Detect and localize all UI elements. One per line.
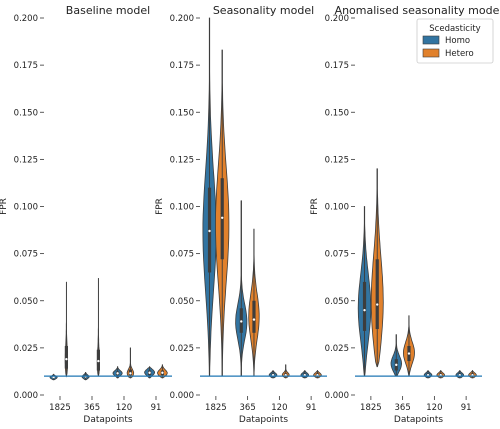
x-tick-label: 91 — [306, 403, 317, 413]
y-tick-label: 0.000 — [325, 391, 349, 401]
y-tick-label: 0.150 — [14, 108, 38, 118]
legend: Scedasticity Homo Hetero — [416, 18, 494, 64]
x-axis-label: Datapoints — [239, 415, 288, 425]
x-tick-label: 1825 — [49, 403, 71, 413]
y-tick-label: 0.175 — [325, 61, 349, 71]
panel-title: Anomalised seasonality model — [335, 4, 500, 17]
y-axis-label: FPR — [155, 198, 165, 215]
panel-1: Seasonality model 0.000 0.025 0.050 0.075 0.1… — [155, 4, 327, 425]
legend-swatch-homo — [422, 35, 440, 45]
y-tick-label: 0.100 — [14, 203, 38, 213]
legend-swatch-hetero — [422, 48, 440, 58]
y-tick-label: 0.125 — [170, 155, 194, 165]
violin-median-dot — [395, 363, 398, 367]
x-tick-label: 365 — [84, 403, 100, 413]
y-tick-label: 0.125 — [325, 155, 349, 165]
y-tick-label: 0.075 — [14, 250, 38, 260]
violin-median-dot — [97, 359, 100, 363]
violin-median-dot — [407, 352, 411, 355]
x-axis-label: Datapoints — [394, 415, 443, 425]
y-tick-label: 0.175 — [170, 61, 194, 71]
y-tick-label: 0.000 — [170, 391, 194, 401]
panel-title: Seasonality model — [213, 4, 314, 17]
y-tick-label: 0.050 — [170, 297, 194, 307]
violin-iqr-box — [362, 281, 367, 331]
y-tick-label: 0.100 — [170, 203, 194, 213]
x-tick-label: 120 — [271, 403, 287, 413]
violin-iqr-box — [375, 259, 379, 330]
violin-median-dot — [65, 357, 68, 361]
y-tick-label: 0.000 — [14, 391, 38, 401]
y-tick-label: 0.125 — [14, 155, 38, 165]
panel-2: Anomalised seasonality model 0.000 0.025 0.… — [310, 4, 500, 425]
y-tick-label: 0.200 — [170, 14, 194, 24]
legend-label-homo: Homo — [445, 36, 470, 46]
x-tick-label: 1825 — [205, 403, 227, 413]
violin-median-dot — [116, 372, 119, 375]
y-tick-label: 0.050 — [325, 297, 349, 307]
violin-median-dot — [208, 229, 211, 233]
x-tick-label: 365 — [240, 403, 256, 413]
violin-median-dot — [376, 303, 379, 306]
y-tick-label: 0.025 — [325, 344, 349, 354]
violin-median-dot — [363, 308, 366, 312]
y-axis-label: FPR — [310, 198, 320, 215]
violin-median-dot — [148, 371, 151, 374]
x-tick-label: 120 — [426, 403, 442, 413]
y-tick-label: 0.050 — [14, 297, 38, 307]
violin-median-dot — [161, 371, 164, 374]
panel-0: Baseline model 0.000 0.025 0.050 0.075 0.100 0… — [0, 4, 172, 425]
x-tick-label: 91 — [151, 403, 162, 413]
panel-title: Baseline model — [66, 4, 150, 17]
violin-median-dot — [252, 318, 256, 321]
y-tick-label: 0.075 — [325, 250, 349, 260]
y-tick-label: 0.175 — [14, 61, 38, 71]
x-axis-label: Datapoints — [83, 415, 132, 425]
y-tick-label: 0.100 — [325, 203, 349, 213]
violin-median-dot — [240, 320, 243, 323]
y-tick-label: 0.200 — [14, 14, 38, 24]
violin-median-dot — [221, 216, 224, 220]
x-tick-label: 1825 — [360, 403, 382, 413]
legend-label-hetero: Hetero — [445, 49, 474, 59]
violin-median-dot — [129, 372, 132, 375]
legend-title: Scedasticity — [429, 24, 480, 34]
y-tick-label: 0.150 — [170, 108, 194, 118]
y-tick-label: 0.075 — [170, 250, 194, 260]
x-tick-label: 91 — [461, 403, 472, 413]
y-tick-label: 0.200 — [325, 14, 349, 24]
violin-iqr-box — [252, 300, 256, 333]
x-tick-label: 365 — [395, 403, 411, 413]
y-tick-label: 0.150 — [325, 108, 349, 118]
y-tick-label: 0.025 — [170, 344, 194, 354]
x-tick-label: 120 — [116, 403, 132, 413]
y-tick-label: 0.025 — [14, 344, 38, 354]
violin-iqr-box — [64, 345, 68, 369]
y-axis-label: FPR — [0, 198, 9, 215]
